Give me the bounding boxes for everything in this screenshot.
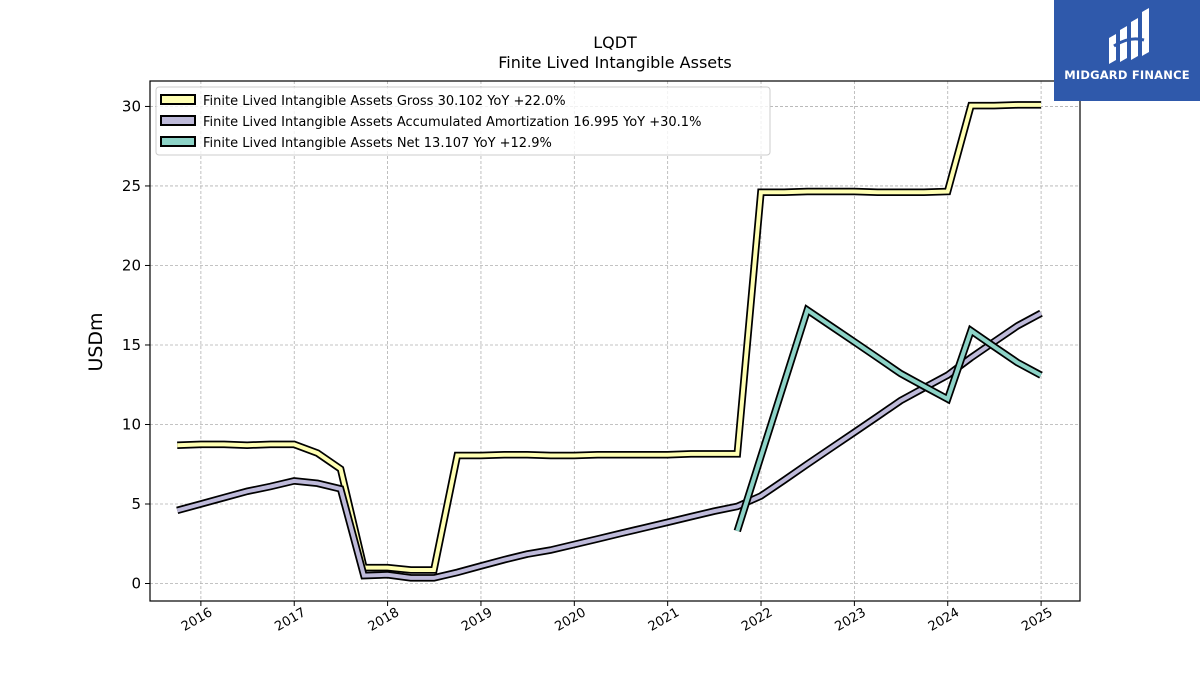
- brand-logo: MIDGARD FINANCE: [1054, 0, 1200, 101]
- legend-swatch: [160, 136, 196, 147]
- legend-box: [155, 86, 771, 156]
- series-line: [177, 102, 1041, 572]
- brand-logo-icon: [1109, 8, 1149, 64]
- x-tick-label: 2023: [833, 605, 869, 635]
- y-tick-label: 15: [122, 336, 141, 354]
- chart-subtitle: Finite Lived Intangible Assets: [498, 53, 731, 72]
- y-tick-label: 25: [122, 177, 141, 195]
- y-tick-label: 10: [122, 415, 141, 433]
- x-tick-label: 2022: [739, 605, 775, 635]
- y-axis-label: USDm: [85, 312, 107, 371]
- x-tick-label: 2020: [552, 605, 588, 635]
- x-tick-label: 2017: [272, 605, 308, 635]
- x-tick-label: 2016: [179, 605, 215, 635]
- series-line-outline: [177, 101, 1041, 574]
- x-tick-label: 2019: [459, 605, 495, 635]
- series-layer: [176, 101, 1043, 582]
- x-tick-label: 2025: [1019, 605, 1055, 635]
- y-tick-label: 5: [131, 495, 141, 513]
- legend-label: Finite Lived Intangible Assets Accumulat…: [203, 115, 701, 130]
- legend: Finite Lived Intangible Assets Gross 30.…: [155, 86, 771, 156]
- series-line-outline: [733, 304, 1043, 533]
- brand-name: MIDGARD FINANCE: [1064, 68, 1190, 82]
- grid-layer: [150, 81, 1080, 601]
- legend-label: Finite Lived Intangible Assets Net 13.10…: [203, 136, 552, 151]
- plot-frame: [149, 80, 1081, 602]
- y-tick-label: 20: [122, 256, 141, 274]
- x-tick-label: 2021: [646, 605, 682, 635]
- series-line: [735, 306, 1042, 532]
- x-tick-label: 2024: [926, 605, 962, 635]
- x-tick-label: 2018: [366, 605, 402, 635]
- legend-swatch: [160, 94, 196, 105]
- legend-swatch: [160, 115, 196, 126]
- legend-label: Finite Lived Intangible Assets Gross 30.…: [203, 94, 566, 109]
- chart-title: LQDT: [593, 33, 637, 52]
- y-tick-label: 30: [122, 97, 141, 115]
- series-line: [176, 311, 1042, 580]
- y-tick-label: 0: [131, 575, 141, 593]
